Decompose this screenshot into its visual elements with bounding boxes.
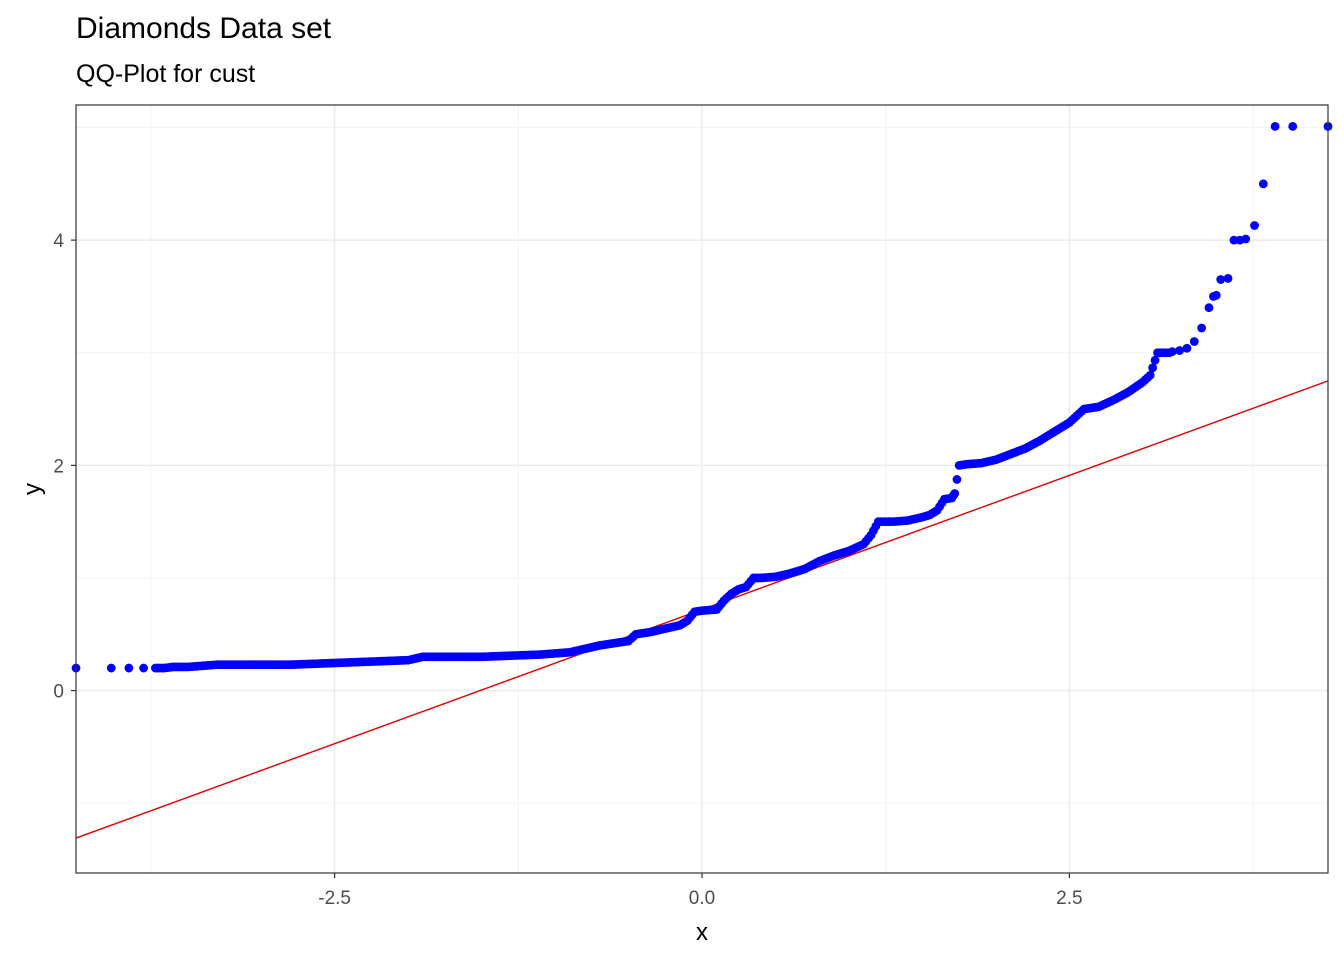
data-point <box>1150 355 1160 365</box>
data-point <box>1258 179 1268 189</box>
data-point <box>1197 323 1207 333</box>
data-point <box>1288 121 1298 131</box>
y-axis-title: y <box>19 483 46 495</box>
x-tick-label: -2.5 <box>318 888 351 909</box>
data-point <box>1250 221 1259 230</box>
data-point <box>1148 363 1158 373</box>
data-point <box>1211 290 1221 300</box>
y-tick-label: 0 <box>53 682 64 703</box>
grid <box>76 105 1328 873</box>
data-point <box>1223 274 1233 283</box>
data-point <box>1216 275 1226 284</box>
x-tick-label: 2.5 <box>1056 888 1082 909</box>
data-point <box>1270 121 1280 131</box>
chart-subtitle: QQ-Plot for cust <box>76 60 256 88</box>
data-point <box>952 475 962 484</box>
points-group <box>71 121 1333 673</box>
data-point <box>950 489 960 498</box>
data-point <box>139 663 148 673</box>
y-tick-label: 4 <box>53 231 64 252</box>
data-point <box>1204 303 1214 313</box>
data-point <box>106 663 116 673</box>
data-point <box>1189 337 1199 346</box>
data-point <box>1182 343 1192 353</box>
axes: -2.5 0.0 2.5 0 2 4 <box>53 231 1082 909</box>
x-axis-title: x <box>696 919 708 946</box>
chart-title: Diamonds Data set <box>76 12 332 45</box>
data-point <box>1167 347 1177 357</box>
y-tick-label: 2 <box>53 456 64 477</box>
data-point <box>1145 370 1155 380</box>
data-point <box>124 663 134 673</box>
x-tick-label: 0.0 <box>689 888 715 909</box>
data-point <box>1175 346 1184 355</box>
data-point <box>1241 234 1251 244</box>
